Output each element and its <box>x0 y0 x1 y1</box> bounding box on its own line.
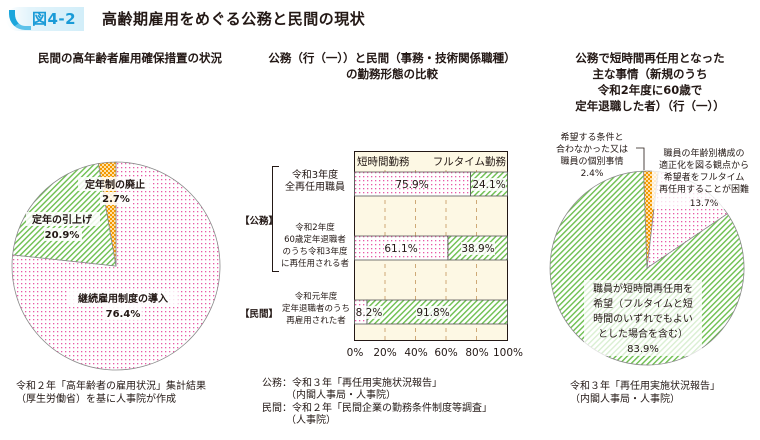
row-label-2-line1: 令和2年度 <box>295 223 335 233</box>
group-label-private: 【民間】 <box>240 309 279 320</box>
right-title-line1: 公務で短時間再任用となった <box>575 51 725 65</box>
left-chart-title: 民間の高年齢者雇用確保措置の状況 <box>38 51 222 65</box>
l0-line1: 希望する条件と <box>560 131 623 143</box>
row-label-3-line2: 定年退職者のうち <box>281 304 350 314</box>
l2-line2: 希望（フルタイムと短 <box>593 297 693 310</box>
bar-row-2: 61.1% 38.9% <box>354 235 508 261</box>
x-tick-100: 100% <box>493 347 523 359</box>
middle-chart-title-line1: 公務（行（一））と民間（事務・技術関係職種） <box>268 51 516 65</box>
bar-1-short-label: 75.9% <box>395 179 428 191</box>
label-raise: 定年の引上げ <box>32 213 93 226</box>
bar-row-3: 8.2% 91.8% <box>354 299 508 325</box>
right-chart-title: 公務で短時間再任用となった 主な事情（新規のうち 令和2年度に60歳で 定年退職… <box>540 50 760 114</box>
bar-2-short-label: 61.1% <box>384 243 417 255</box>
group-bracket-public <box>272 166 279 272</box>
row-label-1-line2: 全再任用職員 <box>285 182 345 193</box>
row-label-3: 令和元年度 定年退職者のうち 再雇用された者 <box>278 291 354 327</box>
middle-source-line3: 民間：令和２年「民間企業の勤務条件制度等調査」 <box>262 403 492 414</box>
l1-pct: 13.7% <box>690 199 719 209</box>
l0-pct: 2.4% <box>581 169 604 179</box>
l1-line1: 職員の年齢別構成の <box>663 147 744 159</box>
right-source-line1: 令和３年「再任用実施状況報告」 <box>570 381 720 392</box>
label-continue-pct: 76.4% <box>106 309 141 320</box>
x-tick-0: 0% <box>347 347 364 359</box>
bar-1-full-label: 24.1% <box>472 179 505 191</box>
row-label-2-line2: 60歳定年退職者 <box>284 235 346 245</box>
right-title-line2: 主な事情（新規のうち <box>592 67 708 81</box>
x-axis: 0% 20% 40% 60% 80% 100% <box>347 347 523 359</box>
bar-chart: 短時間勤務 フルタイム勤務 75.9% 24.1% 61.1% 38.9% 8.… <box>354 151 508 341</box>
legend-short-time: 短時間勤務 <box>357 155 410 168</box>
row-label-1: 令和3年度 全再任用職員 <box>278 170 352 194</box>
middle-source-line1: 公務：令和３年「再任用実施状況報告」 <box>262 378 442 389</box>
l0-line2: 合わなかった又は <box>556 143 628 155</box>
right-source-line2: （内閣人事局・人事院） <box>570 394 680 405</box>
l2-line1: 職員が短時間再任用を <box>593 282 693 295</box>
label-short-time-preferred: 職員が短時間再任用を 希望（フルタイムと短 時間のいずれでもよい とした場合を含… <box>584 280 702 356</box>
left-source-line1: 令和２年「高年齢者の雇用状況」集計結果 <box>16 381 206 392</box>
middle-source-line4: （人事院） <box>286 415 336 426</box>
l2-line3: 時間のいずれでもよい <box>593 313 693 325</box>
right-title-line3: 令和2年度に60歳で <box>597 83 703 97</box>
row-label-2-line4: に再任用される者 <box>280 259 349 269</box>
l1-line2: 適正化を図る観点から <box>659 159 749 171</box>
legend-full-time: フルタイム勤務 <box>433 155 507 168</box>
l2-line4: とした場合を含む） <box>598 327 688 340</box>
row-label-3-line3: 再雇用された者 <box>286 316 346 326</box>
row-label-1-line1: 令和3年度 <box>291 170 339 181</box>
row-label-3-line1: 令和元年度 <box>294 292 338 302</box>
label-individual-circumstances: 希望する条件と 合わなかった又は 職員の個別事情 2.4% <box>556 131 628 179</box>
group-label-public: 【公務】 <box>240 216 279 227</box>
x-tick-60: 60% <box>434 347 457 359</box>
bar-3-full-label: 91.8% <box>416 307 449 319</box>
bar-2-full-label: 38.9% <box>461 243 494 255</box>
row-label-2-line3: のうち令和3年度 <box>282 247 348 257</box>
figure-title: 高齢期雇用をめぐる公務と民間の現状 <box>102 10 366 28</box>
row-label-2: 令和2年度 60歳定年退職者 のうち令和3年度 に再任用される者 <box>276 222 354 270</box>
right-title-line4: 定年退職した者）（行（一）） <box>575 99 725 113</box>
l0-line3: 職員の個別事情 <box>560 155 623 167</box>
l2-pct: 83.9% <box>627 344 659 355</box>
x-tick-40: 40% <box>404 347 427 359</box>
figure-label: 図4-2 <box>32 10 77 28</box>
label-age-structure: 職員の年齢別構成の 適正化を図る観点から 希望者をフルタイム 再任用することが困… <box>652 147 756 209</box>
label-raise-pct: 20.9% <box>45 230 80 241</box>
label-abolish-pct: 2.7% <box>102 194 130 205</box>
label-abolish: 定年制の廃止 <box>85 178 145 191</box>
label-continue: 継続雇用制度の導入 <box>78 292 168 305</box>
x-tick-20: 20% <box>373 347 396 359</box>
bar-row-1: 75.9% 24.1% <box>354 171 508 197</box>
x-tick-80: 80% <box>465 347 488 359</box>
right-pie-chart: 希望する条件と 合わなかった又は 職員の個別事情 2.4% 職員の年齢別構成の … <box>549 131 756 366</box>
middle-source-line2: （内閣人事局・人事院） <box>286 390 396 401</box>
left-source-line2: （厚生労働省）を基に人事院が作成 <box>16 394 176 405</box>
figure-badge <box>6 7 84 31</box>
middle-chart-title-line2: の勤務形態の比較 <box>346 67 438 81</box>
left-pie-chart: 定年制の廃止 2.7% 定年の引上げ 20.9% 継続雇用制度の導入 76.4% <box>11 161 221 371</box>
bar-3-short-label: 8.2% <box>356 307 383 319</box>
l1-line3: 希望者をフルタイム <box>664 171 745 183</box>
badge-swoosh-icon <box>9 10 31 30</box>
l1-line4: 再任用することが困難 <box>659 183 749 195</box>
